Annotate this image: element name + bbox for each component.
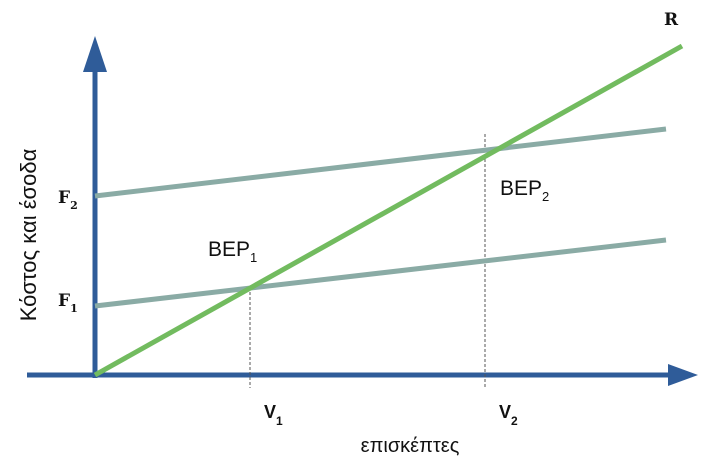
revenue-line — [93, 43, 684, 378]
x-axis-arrowhead — [668, 364, 698, 386]
x-tick-label-v1: V1 — [264, 402, 283, 428]
y-tick-label-f1: F1 — [58, 291, 78, 315]
revenue-label: R — [664, 10, 679, 30]
y-tick-label-f2: F2 — [58, 188, 78, 212]
x-axis-title: επισκέπτες — [361, 435, 460, 457]
y-axis-arrowhead — [83, 36, 107, 72]
bep2-label: BEP2 — [500, 177, 549, 204]
cost-line-f1 — [94, 237, 667, 309]
cost-line-f2 — [94, 126, 667, 199]
y-axis-title: Κόστος και έσοδα — [16, 148, 41, 321]
bep1-label: BEP1 — [208, 238, 257, 265]
x-tick-label-v2: V2 — [499, 402, 518, 428]
